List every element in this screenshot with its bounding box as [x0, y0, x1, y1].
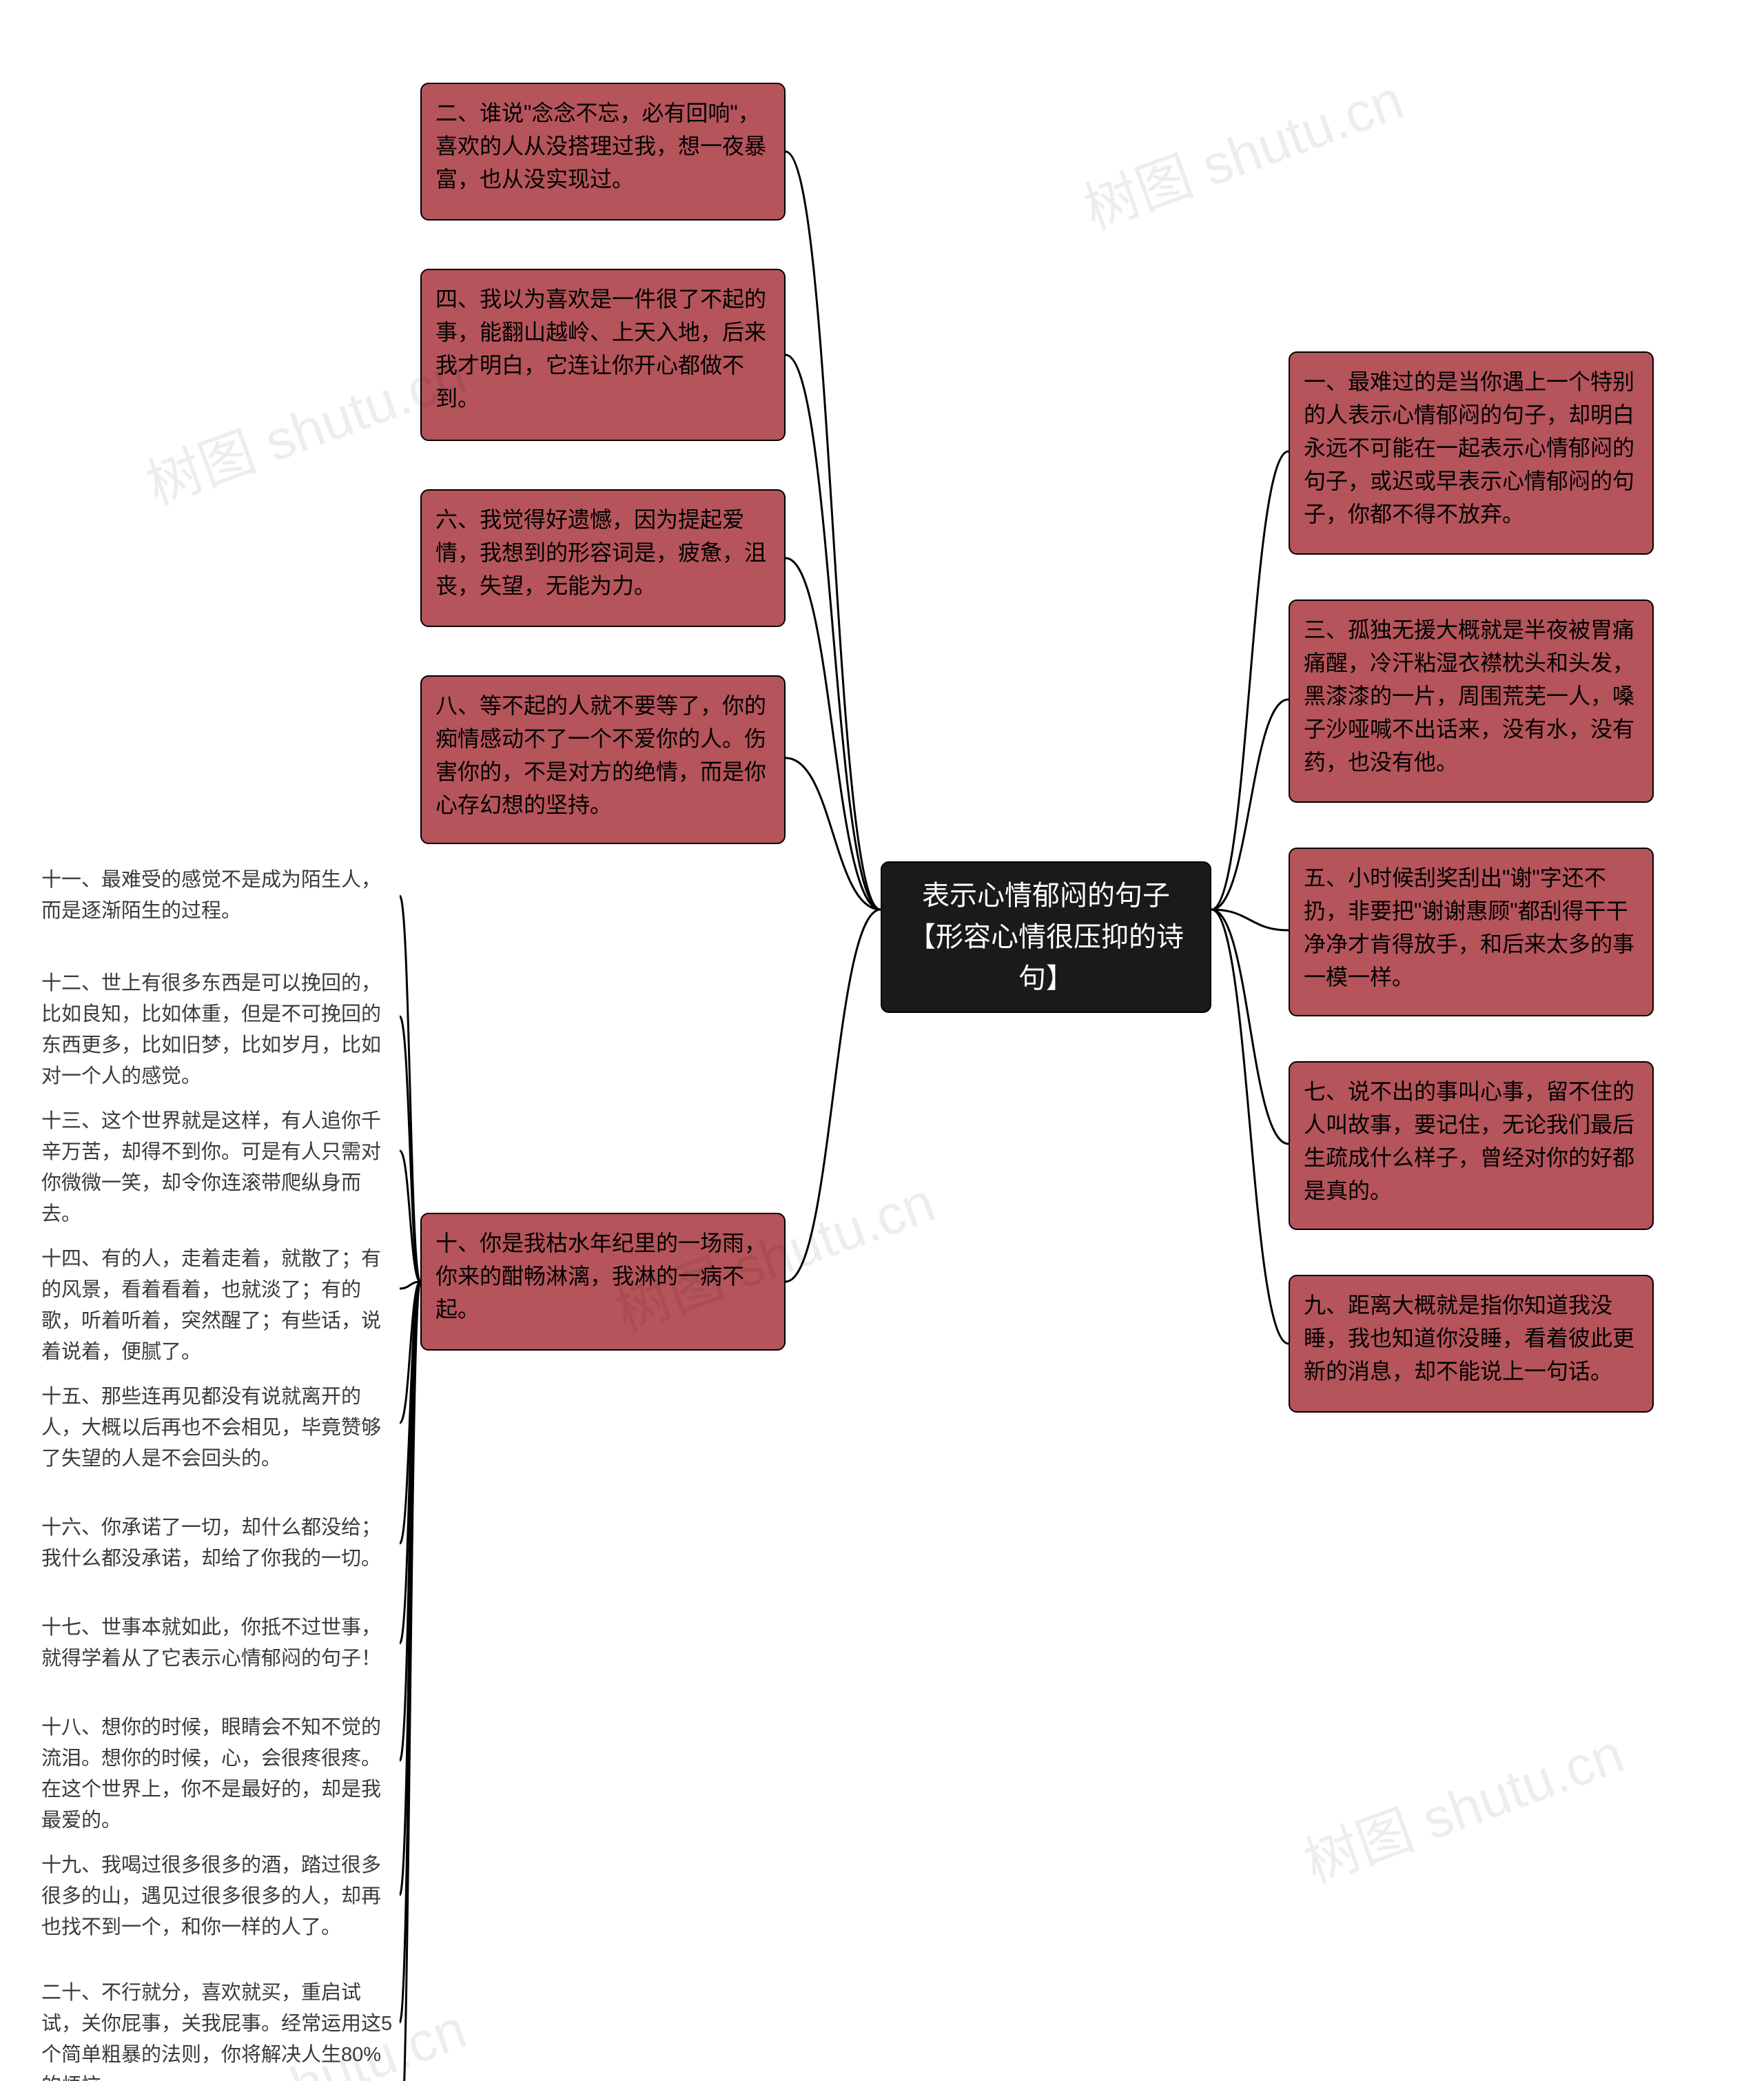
right-box-q5: 五、小时候刮奖刮出"谢"字还不扔，非要把"谢谢惠顾"都刮得干干净净才肯得放手，和…	[1289, 848, 1654, 1016]
left-box-q2: 二、谁说"念念不忘，必有回响"，喜欢的人从没搭理过我，想一夜暴富，也从没实现过。	[420, 83, 786, 221]
plain-item-q12: 十二、世上有很多东西是可以挽回的，比如良知，比如体重，但是不可挽回的东西更多，比…	[41, 968, 400, 1092]
left-box-q6: 六、我觉得好遗憾，因为提起爱情，我想到的形容词是，疲惫，沮丧，失望，无能为力。	[420, 489, 786, 627]
watermark: 树图 shutu.cn	[1071, 56, 1413, 245]
right-box-q9: 九、距离大概就是指你知道我没睡，我也知道你没睡，看着彼此更新的消息，却不能说上一…	[1289, 1275, 1654, 1413]
plain-item-q11: 十一、最难受的感觉不是成为陌生人，而是逐渐陌生的过程。	[41, 865, 400, 927]
plain-item-q16: 十六、你承诺了一切，却什么都没给；我什么都没承诺，却给了你我的一切。	[41, 1513, 400, 1575]
right-box-q3: 三、孤独无援大概就是半夜被胃痛痛醒，冷汗粘湿衣襟枕头和头发，黑漆漆的一片，周围荒…	[1289, 599, 1654, 803]
watermark: 树图 shutu.cn	[1292, 1710, 1633, 1899]
center-node: 表示心情郁闷的句子【形容心情很压抑的诗句】	[881, 861, 1211, 1013]
plain-item-q20: 二十、不行就分，喜欢就买，重启试试，关你屁事，关我屁事。经常运用这5个简单粗暴的…	[41, 1978, 400, 2081]
plain-item-q17: 十七、世事本就如此，你抵不过世事，就得学着从了它表示心情郁闷的句子！	[41, 1612, 400, 1674]
left-box-q10: 十、你是我枯水年纪里的一场雨，你来的酣畅淋漓，我淋的一病不起。	[420, 1213, 786, 1351]
plain-item-q19: 十九、我喝过很多很多的酒，踏过很多很多的山，遇见过很多很多的人，却再也找不到一个…	[41, 1850, 400, 1943]
left-box-q8: 八、等不起的人就不要等了，你的痴情感动不了一个不爱你的人。伤害你的，不是对方的绝…	[420, 675, 786, 844]
right-box-q7: 七、说不出的事叫心事，留不住的人叫故事，要记住，无论我们最后生疏成什么样子，曾经…	[1289, 1061, 1654, 1230]
plain-item-q13: 十三、这个世界就是这样，有人追你千辛万苦，却得不到你。可是有人只需对你微微一笑，…	[41, 1106, 400, 1230]
plain-item-q15: 十五、那些连再见都没有说就离开的人，大概以后再也不会相见，毕竟赞够了失望的人是不…	[41, 1382, 400, 1475]
right-box-q1: 一、最难过的是当你遇上一个特别的人表示心情郁闷的句子，却明白永远不可能在一起表示…	[1289, 351, 1654, 555]
plain-item-q18: 十八、想你的时候，眼睛会不知不觉的流泪。想你的时候，心，会很疼很疼。在这个世界上…	[41, 1712, 400, 1836]
plain-item-q14: 十四、有的人，走着走着，就散了；有的风景，看着看着，也就淡了；有的歌，听着听着，…	[41, 1244, 400, 1368]
left-box-q4: 四、我以为喜欢是一件很了不起的事，能翻山越岭、上天入地，后来我才明白，它连让你开…	[420, 269, 786, 441]
